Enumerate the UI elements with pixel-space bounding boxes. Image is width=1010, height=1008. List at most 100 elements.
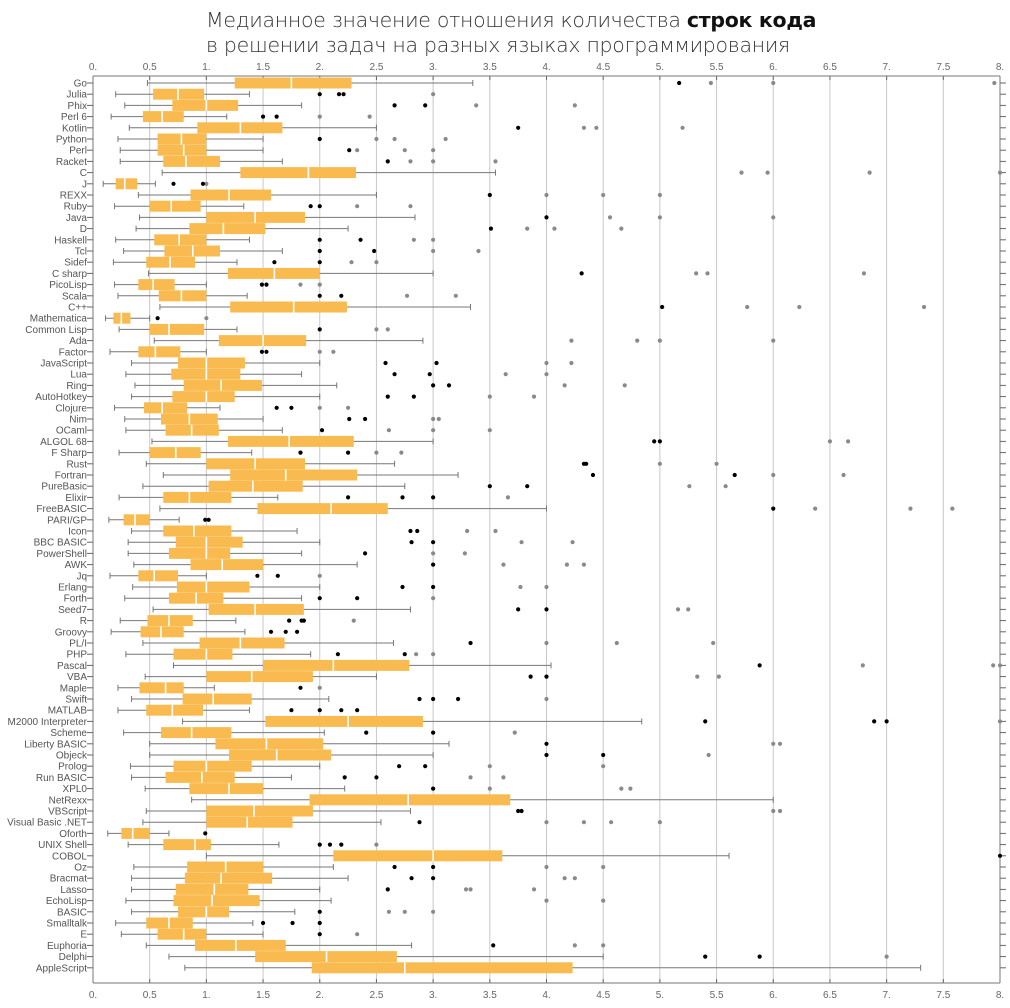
far-outlier-point	[204, 316, 209, 321]
far-outlier-point	[204, 181, 209, 186]
x-tick-label-top: 8.	[996, 62, 1004, 73]
far-outlier-point	[408, 159, 413, 164]
category-label: PHP	[66, 650, 87, 661]
outlier-point	[468, 640, 473, 646]
far-outlier-point	[317, 349, 322, 354]
iqr-box	[208, 603, 304, 615]
box-row-visual-basic-net: Visual Basic .NET	[7, 816, 1006, 829]
far-outlier-point	[884, 954, 889, 959]
outlier-point	[339, 293, 344, 298]
box-row-php: PHP	[66, 648, 1006, 661]
box-row-picolisp: PicoLisp	[49, 279, 1006, 291]
outlier-point	[732, 472, 737, 478]
far-outlier-point	[465, 528, 470, 534]
category-label: Swift	[65, 695, 87, 706]
category-label: Common Lisp	[25, 325, 87, 336]
far-outlier-point	[462, 551, 467, 556]
far-outlier-point	[501, 775, 506, 780]
x-tick-label-top: 1.	[202, 62, 210, 73]
iqr-box	[178, 906, 230, 918]
category-label: C sharp	[52, 269, 87, 280]
iqr-box	[163, 491, 232, 503]
category-label: Prolog	[58, 762, 87, 773]
box-row-julia: Julia	[66, 88, 1006, 101]
outlier-point	[374, 775, 379, 780]
axes: 0. 0. 0.5 0.5 1. 1. 1.5 1.5 2. 2. 2.5 2.5 3. 3. 3.5 3.5…	[89, 62, 1004, 1001]
outlier-point	[434, 360, 439, 366]
iqr-box	[182, 693, 252, 705]
x-tick-label-bottom: 6.	[769, 990, 777, 1001]
outlier-point	[264, 282, 269, 287]
category-label: Lasso	[60, 885, 87, 896]
outlier-point	[317, 327, 322, 332]
category-label: PowerShell	[36, 549, 87, 560]
outlier-point	[171, 181, 176, 186]
category-label: Perl	[69, 146, 87, 157]
far-outlier-point	[569, 360, 574, 366]
box-row-perl: Perl	[69, 144, 1006, 157]
far-outlier-point	[686, 607, 691, 612]
far-outlier-point	[331, 349, 336, 354]
outlier-point	[409, 540, 414, 545]
far-outlier-point	[374, 327, 379, 332]
outlier-point	[341, 92, 346, 97]
outlier-point	[275, 573, 280, 578]
far-outlier-point	[355, 148, 360, 153]
box-row-matlab: MATLAB	[48, 704, 1006, 717]
outlier-point	[301, 618, 306, 623]
iqr-box	[140, 626, 184, 638]
outlier-point	[544, 674, 549, 679]
box-row-icon: Icon	[68, 525, 1006, 538]
far-outlier-point	[619, 786, 624, 791]
category-label: Scheme	[50, 728, 87, 739]
category-label: REXX	[60, 191, 88, 202]
far-outlier-point	[298, 282, 303, 287]
far-outlier-point	[601, 943, 606, 948]
far-outlier-point	[374, 842, 379, 847]
category-label: OCaml	[56, 426, 87, 437]
far-outlier-point	[705, 271, 710, 276]
category-label: Factor	[59, 347, 88, 358]
category-label: Run BASIC	[36, 773, 87, 784]
far-outlier-point	[601, 764, 606, 769]
far-outlier-point	[572, 876, 577, 881]
box-row-tcl: Tcl	[75, 245, 1006, 258]
iqr-box	[144, 402, 188, 414]
far-outlier-point	[355, 932, 360, 937]
far-outlier-point	[436, 416, 441, 422]
outlier-point	[431, 696, 436, 702]
box-row-sidef: Sidef	[64, 256, 1006, 269]
far-outlier-point	[777, 741, 783, 746]
far-outlier-point	[552, 226, 557, 231]
outlier-point	[409, 876, 414, 881]
outlier-point	[601, 752, 606, 758]
x-tick-label-top: 7.5	[936, 62, 950, 73]
box-row-f-sharp: F Sharp	[51, 447, 1006, 459]
outlier-point	[431, 495, 436, 500]
far-outlier-point	[531, 394, 537, 399]
iqr-box	[208, 480, 303, 492]
far-outlier-point	[493, 528, 498, 534]
outlier-point	[590, 472, 596, 478]
iqr-box	[206, 805, 313, 817]
far-outlier-point	[657, 461, 662, 466]
far-outlier-point	[716, 674, 721, 679]
iqr-box	[165, 771, 235, 783]
outlier-point	[289, 405, 294, 410]
far-outlier-point	[487, 764, 492, 769]
category-label: PL/I	[69, 639, 87, 650]
far-outlier-point	[607, 215, 613, 220]
category-label: Go	[74, 79, 88, 90]
far-outlier-point	[317, 573, 322, 578]
x-tick-label-top: 5.	[656, 62, 664, 73]
box-row-lua: Lua	[70, 368, 1006, 381]
outlier-point	[657, 439, 662, 444]
far-outlier-point	[564, 562, 570, 567]
category-label: Icon	[68, 527, 87, 538]
outlier-point	[155, 316, 160, 321]
box-row-scheme: Scheme	[50, 727, 1006, 739]
outlier-point	[385, 887, 390, 892]
iqr-box	[163, 155, 220, 167]
